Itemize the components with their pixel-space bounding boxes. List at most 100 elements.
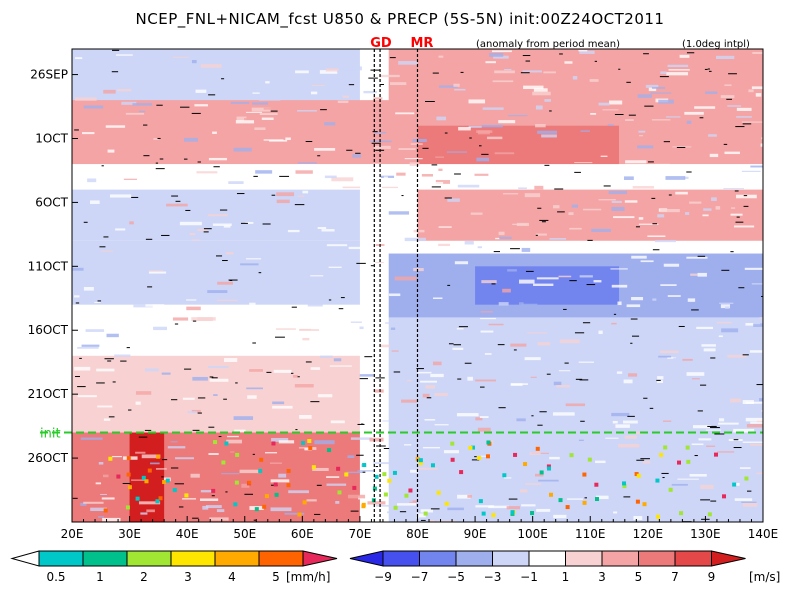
precip-cell [147, 468, 152, 473]
texture-blob [297, 110, 317, 112]
texture-blob [724, 151, 740, 155]
texture-blob [111, 455, 122, 458]
texture-blob [711, 353, 716, 357]
texture-blob [347, 455, 355, 458]
texture-blob [720, 95, 735, 99]
texture-blob [498, 120, 516, 124]
texture-blob [602, 109, 619, 111]
texture-blob [687, 298, 696, 302]
texture-blob [200, 490, 215, 493]
texture-blob [314, 148, 336, 151]
texture-blob [382, 420, 400, 422]
texture-blob [363, 90, 377, 94]
texture-blob [213, 394, 218, 397]
texture-blob [605, 437, 619, 439]
texture-blob [506, 506, 521, 510]
texture-blob [299, 414, 312, 419]
texture-blob [304, 448, 312, 451]
precip-cell [234, 480, 239, 485]
y-tick-label: 1OCT [35, 131, 68, 145]
texture-blob [103, 418, 111, 421]
precip-cell [344, 472, 349, 477]
texture-blob [761, 137, 763, 140]
texture-blob [569, 227, 582, 230]
precip-cell [247, 480, 252, 485]
texture-blob [105, 125, 126, 128]
texture-blob [244, 118, 262, 121]
texture-blob [114, 354, 131, 357]
texture-blob [623, 420, 638, 424]
texture-blob [692, 425, 712, 429]
texture-blob [743, 367, 756, 372]
texture-blob [477, 427, 491, 432]
texture-blob [746, 423, 763, 428]
texture-blob [375, 504, 390, 507]
texture-blob [367, 501, 386, 505]
texture-blob [718, 422, 739, 425]
texture-blob [381, 186, 399, 189]
precip-cell [274, 492, 279, 497]
texture-blob [611, 200, 622, 203]
texture-blob [706, 445, 716, 447]
precip-cell [165, 478, 170, 483]
texture-blob [492, 80, 514, 83]
precip-cell [408, 488, 413, 493]
texture-blob [595, 460, 606, 464]
wind-bar-cell [638, 550, 676, 567]
texture-blob [574, 492, 589, 496]
texture-blob [447, 507, 464, 511]
precip-level-label: 1 [96, 570, 104, 584]
precip-cell [481, 511, 486, 516]
texture-blob [503, 477, 512, 479]
x-axis: 20E 30E 40E 50E 60E 70E 80E 90E 100E 110E 120E 130E… [61, 516, 778, 541]
texture-blob [654, 239, 676, 243]
texture-blob [278, 473, 287, 478]
precip-cell [327, 448, 332, 453]
texture-blob [736, 116, 752, 118]
texture-blob [221, 473, 240, 475]
texture-blob [625, 160, 647, 164]
texture-blob [468, 125, 482, 128]
precip-cell [286, 483, 291, 488]
texture-blob [744, 267, 763, 270]
precip-cell [502, 473, 507, 478]
texture-blob [664, 230, 677, 232]
precip-cell [172, 488, 177, 493]
texture-blob [499, 236, 512, 239]
texture-blob [443, 450, 459, 454]
texture-blob [146, 509, 155, 513]
texture-blob [529, 452, 541, 455]
contour-texture [72, 49, 763, 522]
texture-blob [521, 504, 536, 507]
texture-blob [319, 70, 338, 74]
texture-blob [254, 127, 266, 130]
mr-marker-label: MR [411, 36, 434, 51]
texture-blob [725, 394, 736, 398]
precip-cell [686, 459, 691, 464]
texture-blob [682, 358, 693, 361]
wind-bar-arrow-right [711, 550, 746, 567]
texture-blob [102, 474, 109, 478]
texture-blob [750, 421, 763, 424]
texture-blob [591, 228, 611, 233]
texture-blob [553, 514, 567, 519]
texture-blob [749, 350, 763, 353]
texture-blob [83, 286, 94, 291]
texture-blob [404, 237, 426, 242]
texture-blob [228, 181, 244, 184]
y-tick-label: 16OCT [28, 323, 69, 337]
texture-blob [756, 472, 763, 475]
precip-cell [548, 492, 553, 497]
precip-cell [744, 476, 749, 481]
x-tick-label: 50E [233, 527, 256, 541]
precip-cell [668, 487, 673, 492]
precip-cell [655, 514, 660, 519]
precip-cell [436, 490, 441, 495]
texture-blob [381, 493, 386, 496]
texture-blob [331, 177, 354, 182]
texture-blob [692, 378, 700, 380]
texture-blob [705, 429, 722, 431]
texture-blob [326, 361, 336, 365]
texture-blob [80, 502, 87, 506]
texture-blob [421, 174, 433, 177]
